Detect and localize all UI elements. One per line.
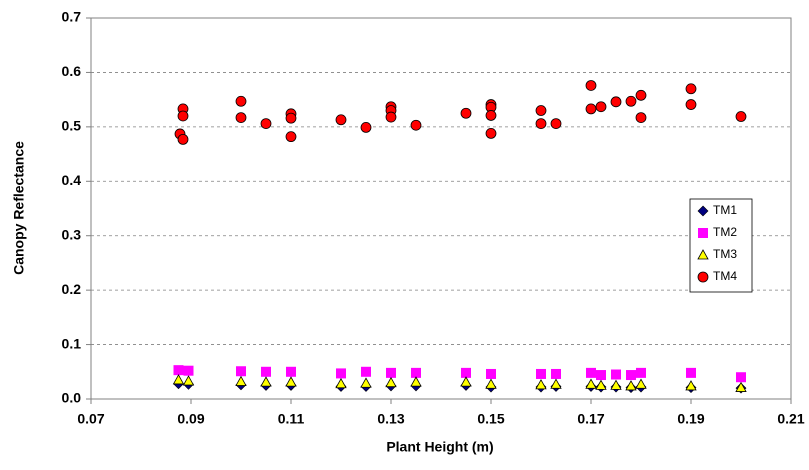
point xyxy=(586,367,596,378)
grid: 0.0 0.1 0.2 0.3 0.4 0.5 0.6 0.7 0.07 0.09 0.11 0.13… xyxy=(62,9,805,427)
point xyxy=(535,379,547,390)
point xyxy=(625,380,637,391)
x-tick-label: 0.19 xyxy=(677,411,704,427)
x-tick-label: 0.13 xyxy=(377,411,404,427)
point xyxy=(173,365,184,376)
point xyxy=(686,367,696,378)
point xyxy=(735,381,747,392)
point xyxy=(535,118,547,129)
y-tick-label: 0.5 xyxy=(62,118,82,134)
y-tick-label: 0.1 xyxy=(62,335,82,351)
point xyxy=(460,107,472,119)
y-tick-label: 0.4 xyxy=(62,172,82,188)
point xyxy=(183,365,194,376)
point xyxy=(551,368,561,379)
x-tick-label: 0.11 xyxy=(278,411,305,427)
point xyxy=(361,366,371,377)
point xyxy=(625,95,637,107)
x-tick-label: 0.17 xyxy=(577,411,604,427)
point xyxy=(172,374,185,385)
point xyxy=(235,95,247,107)
point xyxy=(261,366,271,377)
point xyxy=(460,376,472,387)
point xyxy=(486,368,496,379)
point xyxy=(635,378,647,389)
x-tick-label: 0.15 xyxy=(477,411,504,427)
legend-marker xyxy=(697,271,709,283)
point xyxy=(461,367,471,378)
point xyxy=(177,110,189,122)
y-tick-label: 0.0 xyxy=(62,390,82,406)
point xyxy=(550,378,562,389)
point xyxy=(550,118,562,129)
point xyxy=(485,378,497,389)
point xyxy=(235,112,247,124)
point xyxy=(626,370,636,381)
point xyxy=(177,133,189,145)
point xyxy=(360,377,372,388)
point xyxy=(335,377,347,389)
point xyxy=(411,367,421,378)
point xyxy=(610,96,622,108)
point xyxy=(635,112,647,124)
point xyxy=(335,114,347,126)
legend-label: TM1 xyxy=(713,203,737,217)
x-tick-label: 0.09 xyxy=(177,411,204,427)
x-axis-title: Plant Height (m) xyxy=(386,439,493,455)
point xyxy=(285,112,297,124)
point xyxy=(260,118,272,129)
point xyxy=(685,380,697,391)
point xyxy=(182,375,195,386)
legend-marker xyxy=(698,228,708,238)
point xyxy=(285,131,297,143)
point xyxy=(735,111,747,122)
legend-label: TM3 xyxy=(713,247,737,261)
plot-area xyxy=(90,17,792,400)
y-tick-label: 0.2 xyxy=(62,281,82,297)
point xyxy=(585,80,597,91)
point xyxy=(585,378,597,389)
point xyxy=(410,119,422,131)
point xyxy=(485,127,497,139)
point xyxy=(596,370,606,381)
point xyxy=(736,372,746,383)
y-tick-label: 0.7 xyxy=(62,9,82,25)
point xyxy=(595,101,607,113)
point xyxy=(336,368,346,379)
point xyxy=(410,376,422,387)
point xyxy=(235,375,247,386)
marks xyxy=(172,80,747,394)
x-tick-label: 0.07 xyxy=(77,411,104,427)
point xyxy=(536,368,546,379)
point xyxy=(635,89,647,101)
point xyxy=(610,379,622,390)
point xyxy=(595,379,607,390)
point xyxy=(485,110,497,121)
point xyxy=(260,376,272,387)
point xyxy=(236,366,246,377)
point xyxy=(685,83,697,95)
point xyxy=(386,367,396,378)
point xyxy=(285,376,297,387)
point xyxy=(286,366,296,377)
legend-marker xyxy=(697,205,709,217)
point xyxy=(385,111,397,123)
y-tick-label: 0.3 xyxy=(62,226,82,242)
point xyxy=(611,369,621,380)
point xyxy=(385,376,397,388)
point xyxy=(535,105,547,116)
legend-label: TM4 xyxy=(713,269,737,283)
point xyxy=(636,367,646,378)
y-tick-label: 0.6 xyxy=(62,63,82,79)
point xyxy=(685,99,697,110)
x-tick-label: 0.21 xyxy=(777,411,804,427)
y-axis-title: Canopy Reflectance xyxy=(11,141,27,275)
legend: TM1 TM2 TM3 TM4 xyxy=(689,198,753,293)
point xyxy=(360,122,372,133)
legend-label: TM2 xyxy=(713,225,737,239)
legend-marker xyxy=(697,249,709,260)
point xyxy=(585,103,597,115)
